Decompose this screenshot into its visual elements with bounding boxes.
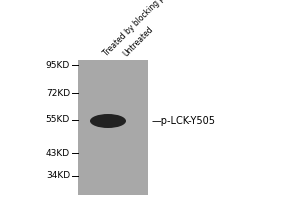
Text: Untreated: Untreated: [122, 24, 155, 58]
Text: 72KD: 72KD: [46, 88, 70, 98]
Ellipse shape: [90, 114, 126, 128]
Text: 95KD: 95KD: [46, 60, 70, 70]
Bar: [78, 60, 148, 195]
Text: 43KD: 43KD: [46, 148, 70, 158]
Text: Treated by blocking peptide: Treated by blocking peptide: [102, 0, 184, 58]
Text: 55KD: 55KD: [46, 116, 70, 124]
Text: 34KD: 34KD: [46, 171, 70, 180]
Text: —p-LCK-Y505: —p-LCK-Y505: [152, 116, 216, 126]
